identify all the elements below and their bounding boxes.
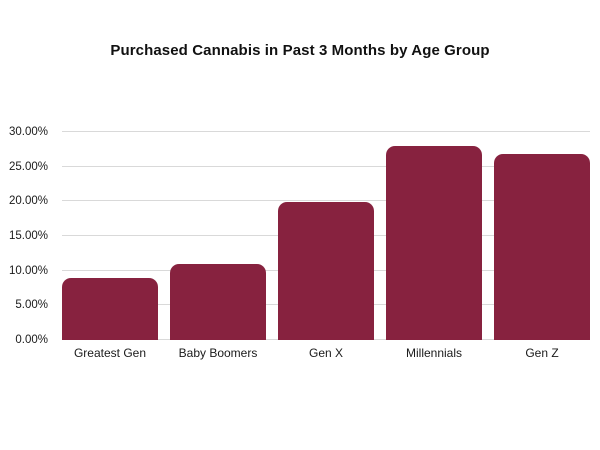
y-axis-tick-label: 15.00% [8, 230, 48, 242]
bar-series [62, 132, 590, 340]
bar-greatest-gen [62, 278, 158, 340]
y-axis-tick-label: 20.00% [8, 195, 48, 208]
y-axis-tick-label: 5.00% [15, 299, 48, 312]
x-axis-label-greatest-gen: Greatest Gen [73, 346, 147, 360]
x-axis-category-labels: Greatest Gen Baby Boomers Gen X Millennials… [62, 346, 590, 364]
y-axis-tick-label: 25.00% [8, 160, 48, 173]
x-axis-label-baby-boomers: Baby Boomers [178, 346, 258, 360]
bar-baby-boomers [170, 264, 266, 340]
x-axis-label-gen-x: Gen X [308, 346, 344, 360]
bar-gen-z [494, 153, 590, 340]
y-axis-tick-label: 0.00% [15, 334, 48, 346]
bar-gen-x [278, 202, 374, 340]
gridline [62, 165, 590, 167]
gridline [62, 131, 590, 132]
y-axis-tick-labels: 0.00% 5.00% 10.00% 15.00% 20.00% 25.00% 30.00% [0, 126, 55, 346]
gridline [62, 200, 590, 202]
x-axis-label-gen-z: Gen Z [525, 346, 559, 360]
y-axis-tick-label: 30.00% [8, 126, 48, 138]
plot-area [62, 131, 590, 340]
y-axis-tick-label: 10.00% [8, 264, 48, 277]
bar-millennials [386, 145, 482, 340]
chart-title: Purchased Cannabis in Past 3 Months by A… [110, 42, 490, 59]
x-axis-label-millennials: Millennials [405, 346, 463, 360]
